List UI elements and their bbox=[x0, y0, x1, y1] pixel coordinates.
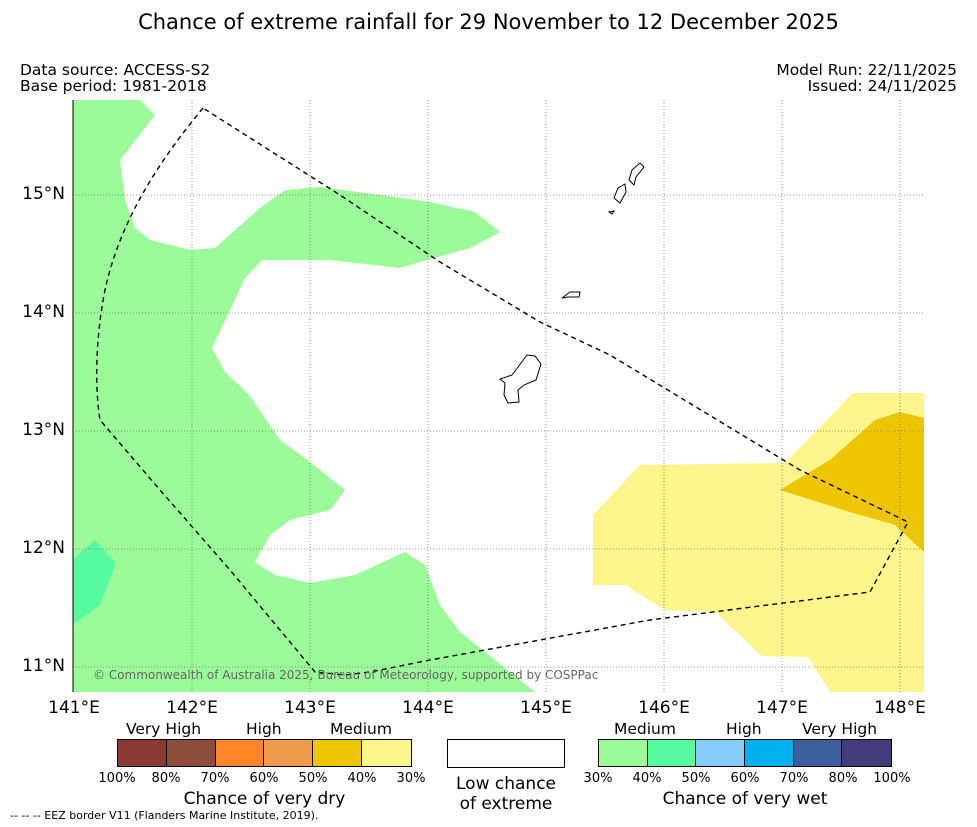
wet-swatch bbox=[793, 740, 843, 766]
lon-label-141e: 141°E bbox=[48, 698, 100, 718]
low-chance-swatch bbox=[447, 739, 565, 768]
eez-footnote: -- -- -- EEZ border V11 (Flanders Marine… bbox=[10, 809, 319, 822]
lon-label-142e: 142°E bbox=[166, 698, 218, 718]
base-period: Base period: 1981-2018 bbox=[20, 77, 207, 95]
dry-high-region bbox=[780, 412, 924, 552]
dry-category-high: High bbox=[246, 720, 282, 738]
dry-tick: 80% bbox=[151, 771, 181, 786]
wet-tick: 50% bbox=[681, 771, 711, 786]
issued-date: Issued: 24/11/2025 bbox=[807, 77, 957, 95]
copyright-notice: © Commonwealth of Australia 2025, Bureau… bbox=[93, 668, 599, 682]
lon-label-148e: 148°E bbox=[874, 698, 926, 718]
lat-label-14n: 14°N bbox=[22, 302, 65, 322]
map-title: Chance of extreme rainfall for 29 Novemb… bbox=[138, 10, 839, 34]
wet-tick: 30% bbox=[583, 771, 613, 786]
data-source: Data source: ACCESS-S2 bbox=[20, 61, 211, 79]
wet-high-region bbox=[73, 540, 116, 625]
tinian-island bbox=[613, 183, 627, 204]
gridlines bbox=[73, 100, 924, 692]
dry-tick: 100% bbox=[98, 771, 136, 786]
wet-swatch bbox=[696, 740, 746, 766]
lat-label-15n: 15°N bbox=[22, 184, 65, 204]
dry-caption: Chance of very dry bbox=[183, 789, 346, 809]
low-chance-caption: Low chance of extreme bbox=[456, 774, 556, 814]
dry-swatch bbox=[215, 740, 265, 766]
wet-tick: 70% bbox=[779, 771, 809, 786]
dry-swatch bbox=[264, 740, 314, 766]
dry-tick: 30% bbox=[396, 771, 426, 786]
aguijan-island bbox=[607, 210, 616, 215]
wet-swatch bbox=[599, 740, 648, 766]
wet-category-high: High bbox=[726, 720, 762, 738]
dry-swatch bbox=[118, 740, 167, 766]
lat-label-11n: 11°N bbox=[22, 656, 65, 676]
wet-caption: Chance of very wet bbox=[662, 789, 828, 809]
wet-tick: 80% bbox=[828, 771, 858, 786]
wet-tick: 60% bbox=[730, 771, 760, 786]
wet-tick: 40% bbox=[632, 771, 662, 786]
lat-label-12n: 12°N bbox=[22, 538, 65, 558]
dry-tick: 60% bbox=[249, 771, 279, 786]
dry-swatch bbox=[313, 740, 363, 766]
lon-label-144e: 144°E bbox=[402, 698, 454, 718]
lon-label-145e: 145°E bbox=[520, 698, 572, 718]
dry-swatch bbox=[362, 740, 411, 766]
dry-swatch bbox=[166, 740, 216, 766]
dry-category-very-high: Very High bbox=[126, 720, 202, 738]
guam-island bbox=[498, 354, 542, 404]
lat-label-13n: 13°N bbox=[22, 420, 65, 440]
dry-tick: 50% bbox=[298, 771, 328, 786]
wet-tick: 100% bbox=[873, 771, 911, 786]
wet-medium-region bbox=[73, 100, 535, 692]
wet-swatch bbox=[647, 740, 697, 766]
model-run: Model Run: 22/11/2025 bbox=[776, 61, 957, 79]
saipan-island bbox=[628, 162, 645, 186]
dry-tick: 70% bbox=[200, 771, 230, 786]
eez-border bbox=[96, 107, 909, 676]
lon-label-143e: 143°E bbox=[284, 698, 336, 718]
dry-tick: 40% bbox=[347, 771, 377, 786]
wet-swatch bbox=[745, 740, 794, 766]
dry-category-medium: Medium bbox=[330, 720, 392, 738]
lon-label-146e: 146°E bbox=[638, 698, 690, 718]
wet-colorbar bbox=[598, 739, 892, 767]
wet-category-medium: Medium bbox=[614, 720, 676, 738]
wet-swatch bbox=[842, 740, 892, 766]
rota-island bbox=[561, 291, 581, 299]
lon-label-147e: 147°E bbox=[756, 698, 808, 718]
dry-colorbar bbox=[117, 739, 412, 767]
wet-category-very-high: Very High bbox=[802, 720, 878, 738]
islands bbox=[498, 162, 645, 404]
